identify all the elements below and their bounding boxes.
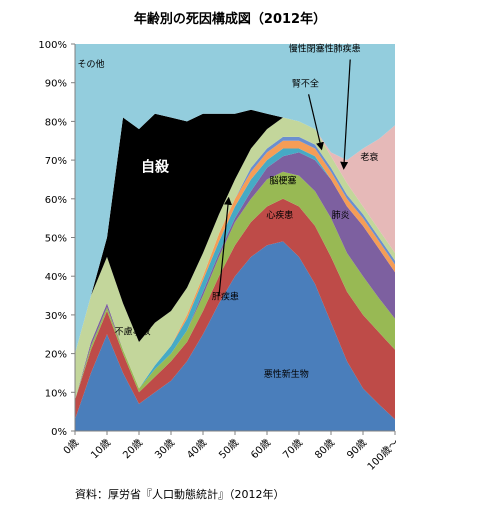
x-tick-label: 50歳 [217, 437, 242, 462]
y-tick-label: 10% [45, 388, 67, 399]
y-tick-label: 20% [45, 350, 67, 361]
annotation-arrow [340, 59, 351, 170]
x-tick-label: 90歳 [345, 437, 370, 462]
series-label: 脳梗塞 [269, 174, 296, 186]
y-tick-label: 40% [45, 272, 67, 283]
y-tick-label: 50% [45, 234, 67, 245]
x-tick-label: 10歳 [89, 437, 114, 462]
series-label: 慢性閉塞性肺疾患 [289, 43, 361, 55]
annotation-arrows [218, 59, 351, 296]
series-label: 肺炎 [332, 210, 350, 221]
y-tick-label: 70% [45, 156, 67, 167]
y-tick-label: 80% [45, 117, 67, 128]
series-label: 腎不全 [292, 78, 319, 90]
x-tick-label: 100歳～ [365, 437, 401, 473]
x-tick-label: 30歳 [153, 437, 178, 462]
series-label: その他 [77, 58, 104, 70]
series-label: 肝疾患 [212, 290, 239, 302]
chart-title: 年齢別の死因構成図（2012年） [134, 11, 326, 27]
y-tick-label: 30% [45, 311, 67, 322]
y-tick-label: 60% [45, 195, 67, 206]
x-tick-label: 20歳 [121, 437, 146, 462]
y-tick-label: 0% [51, 427, 67, 438]
area-series-group [75, 44, 395, 431]
area-series-8 [75, 109, 395, 354]
series-label: 心疾患 [266, 209, 293, 221]
series-label: 不慮事故 [115, 325, 151, 337]
series-label: 悪性新生物 [264, 368, 309, 380]
annotation-arrow [308, 94, 324, 151]
area-series-1 [75, 198, 395, 420]
y-tick-label: 100% [38, 40, 67, 51]
x-tick-label: 0歳 [61, 437, 81, 457]
y-axis-ticks: 0% 10% 20% 30% 40% 50% 60% 70% 80% 90% 100% [38, 40, 75, 438]
series-label: 老衰 [360, 151, 378, 163]
x-tick-label: 70歳 [281, 437, 306, 462]
x-tick-label: 40歳 [185, 437, 210, 462]
source-note: 資料：厚労省『人口動態統計』（2012年） [75, 487, 285, 501]
y-tick-label: 90% [45, 79, 67, 90]
x-tick-label: 60歳 [249, 437, 274, 462]
x-tick-label: 80歳 [313, 437, 338, 462]
annotation-arrow [218, 196, 232, 296]
area-series-7 [75, 117, 395, 400]
area-series-0 [75, 241, 395, 431]
series-label: 自殺 [141, 159, 170, 176]
